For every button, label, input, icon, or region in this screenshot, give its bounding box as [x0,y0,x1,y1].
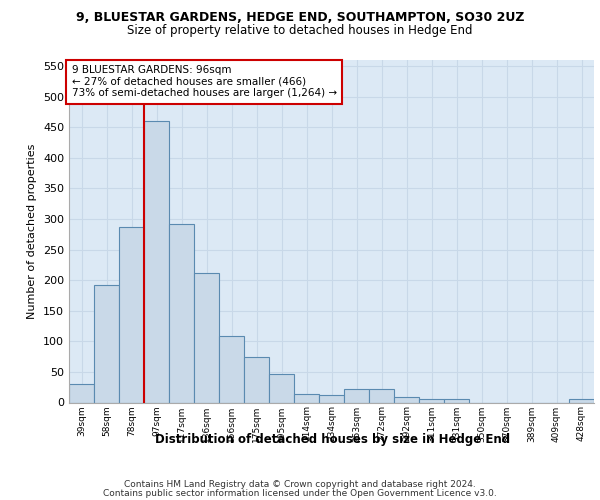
Bar [319,395,344,402]
Text: 9, BLUESTAR GARDENS, HEDGE END, SOUTHAMPTON, SO30 2UZ: 9, BLUESTAR GARDENS, HEDGE END, SOUTHAMP… [76,11,524,24]
Bar [119,227,144,402]
Bar [344,389,369,402]
Bar [219,336,244,402]
Bar [194,273,219,402]
Bar [569,400,594,402]
Bar [444,400,469,402]
Bar [394,397,419,402]
Text: Distribution of detached houses by size in Hedge End: Distribution of detached houses by size … [155,432,511,446]
Text: Contains HM Land Registry data © Crown copyright and database right 2024.: Contains HM Land Registry data © Crown c… [124,480,476,489]
Bar [294,394,319,402]
Bar [144,121,169,402]
Text: Contains public sector information licensed under the Open Government Licence v3: Contains public sector information licen… [103,489,497,498]
Bar [94,285,119,403]
Bar [169,224,194,402]
Text: 9 BLUESTAR GARDENS: 96sqm
← 27% of detached houses are smaller (466)
73% of semi: 9 BLUESTAR GARDENS: 96sqm ← 27% of detac… [71,65,337,98]
Bar [269,374,294,402]
Y-axis label: Number of detached properties: Number of detached properties [28,144,37,319]
Bar [419,399,444,402]
Text: Size of property relative to detached houses in Hedge End: Size of property relative to detached ho… [127,24,473,37]
Bar [244,356,269,403]
Bar [69,384,94,402]
Bar [369,389,394,402]
